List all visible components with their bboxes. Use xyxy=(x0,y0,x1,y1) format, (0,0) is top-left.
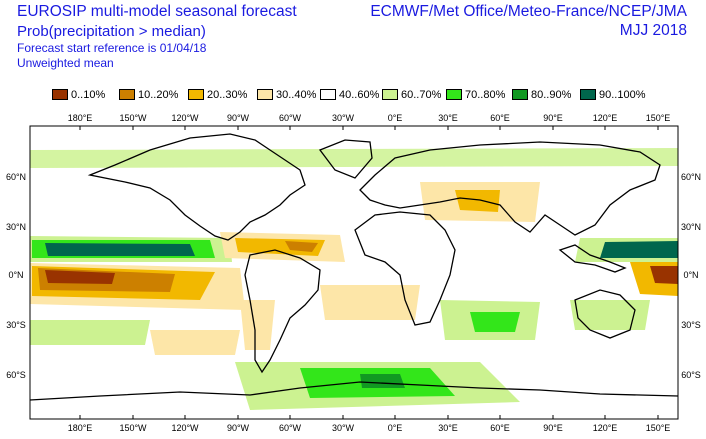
probability-fields xyxy=(30,148,678,410)
legend-label: 30..40% xyxy=(276,89,317,101)
australia-coast xyxy=(574,289,636,339)
legend-label: 80..90% xyxy=(531,89,572,101)
longitude-tick-label: 180°E xyxy=(68,423,93,433)
longitude-tick-label: 150°E xyxy=(646,423,671,433)
longitude-tick-label: 150°W xyxy=(119,113,147,123)
longitude-tick-label: 120°W xyxy=(171,423,199,433)
legend-swatch xyxy=(580,89,596,100)
longitude-tick-label: 60°W xyxy=(279,113,302,123)
longitude-tick-label: 0°E xyxy=(388,423,403,433)
latitude-tick-label: 60°S xyxy=(681,370,701,380)
south-atlantic-dry xyxy=(320,285,420,320)
legend-swatch xyxy=(446,89,462,100)
legend-label: 40..60% xyxy=(339,89,380,101)
forecast-reference: Forecast start reference is 01/04/18 xyxy=(17,41,207,55)
longitude-tick-label: 90°W xyxy=(227,423,250,433)
latitude-tick-label: 30°S xyxy=(681,320,701,330)
latitude-tick-label: 0°N xyxy=(683,270,698,280)
longitude-tick-label: 0°E xyxy=(388,113,403,123)
greenland-coast xyxy=(318,139,373,179)
legend-label: 20..30% xyxy=(207,89,248,101)
legend-swatch xyxy=(119,89,135,100)
legend-label: 0..10% xyxy=(71,89,106,101)
west-pacific-wet-core xyxy=(600,241,678,258)
longitude-tick-label: 180°E xyxy=(68,113,93,123)
south-pacific-dry xyxy=(150,330,240,355)
longitude-tick-label: 60°E xyxy=(490,423,510,433)
latitude-tick-label: 30°S xyxy=(6,320,26,330)
arctic-wet-band xyxy=(30,148,678,168)
map-frame xyxy=(29,125,679,420)
latitude-tick-label: 0°N xyxy=(8,270,23,280)
maritime-continent-coast xyxy=(558,244,627,273)
longitude-tick-label: 30°E xyxy=(438,423,458,433)
sahara-dry-core xyxy=(455,190,500,212)
indian-ocean-wet-core xyxy=(470,312,520,332)
subtitle: Prob(precipitation > median) xyxy=(17,23,206,40)
longitude-tick-label: 120°E xyxy=(593,113,618,123)
longitude-tick-label: 150°W xyxy=(119,423,147,433)
southern-ocean-wet-core xyxy=(360,374,405,388)
eurasia-coast xyxy=(359,141,661,236)
forecast-period: MJJ 2018 xyxy=(619,22,687,39)
australia-wet xyxy=(570,300,650,330)
longitude-tick-label: 90°E xyxy=(543,113,563,123)
latitude-tick-label: 60°N xyxy=(681,172,701,182)
latitude-tick-label: 30°N xyxy=(681,222,701,232)
legend-label: 90..100% xyxy=(599,89,646,101)
antarctica-coast xyxy=(30,381,678,401)
longitude-tick-label: 60°E xyxy=(490,113,510,123)
longitude-tick-label: 120°W xyxy=(171,113,199,123)
legend-label: 70..80% xyxy=(465,89,506,101)
west-pacific-dry-core xyxy=(650,266,678,284)
longitude-tick-label: 30°W xyxy=(332,423,355,433)
agencies: ECMWF/Met Office/Meteo-France/NCEP/JMA xyxy=(370,3,687,20)
legend-swatch xyxy=(257,89,273,100)
latitude-tick-label: 60°S xyxy=(6,370,26,380)
legend-swatch xyxy=(52,89,68,100)
legend-label: 60..70% xyxy=(401,89,442,101)
latitude-tick-label: 60°N xyxy=(6,172,26,182)
legend-swatch xyxy=(382,89,398,100)
north-america-coast xyxy=(87,133,306,241)
coastlines xyxy=(30,133,678,401)
caribbean-dry-core xyxy=(285,241,318,252)
page-title: EUROSIP multi-model seasonal forecast xyxy=(17,3,297,20)
legend-label: 10..20% xyxy=(138,89,179,101)
axis-ticks: 180°E 180°E 150°W 150°W 120°W 120°W 90°W 90°W 60… xyxy=(6,113,701,433)
legend-swatch xyxy=(320,89,336,100)
africa-coast xyxy=(354,211,456,326)
longitude-tick-label: 30°E xyxy=(438,113,458,123)
longitude-tick-label: 30°W xyxy=(332,113,355,123)
south-america-dry xyxy=(240,300,275,350)
south-america-coast xyxy=(244,249,321,374)
pacific-wet-band-core xyxy=(45,243,195,256)
legend-swatch xyxy=(188,89,204,100)
pacific-dry-core xyxy=(45,270,115,284)
latitude-tick-label: 30°N xyxy=(6,222,26,232)
longitude-tick-label: 120°E xyxy=(593,423,618,433)
longitude-tick-label: 90°W xyxy=(227,113,250,123)
longitude-tick-label: 60°W xyxy=(279,423,302,433)
south-pacific-wet xyxy=(30,320,150,345)
legend-swatch xyxy=(512,89,528,100)
weighting-note: Unweighted mean xyxy=(17,56,114,70)
longitude-tick-label: 90°E xyxy=(543,423,563,433)
longitude-tick-label: 150°E xyxy=(646,113,671,123)
